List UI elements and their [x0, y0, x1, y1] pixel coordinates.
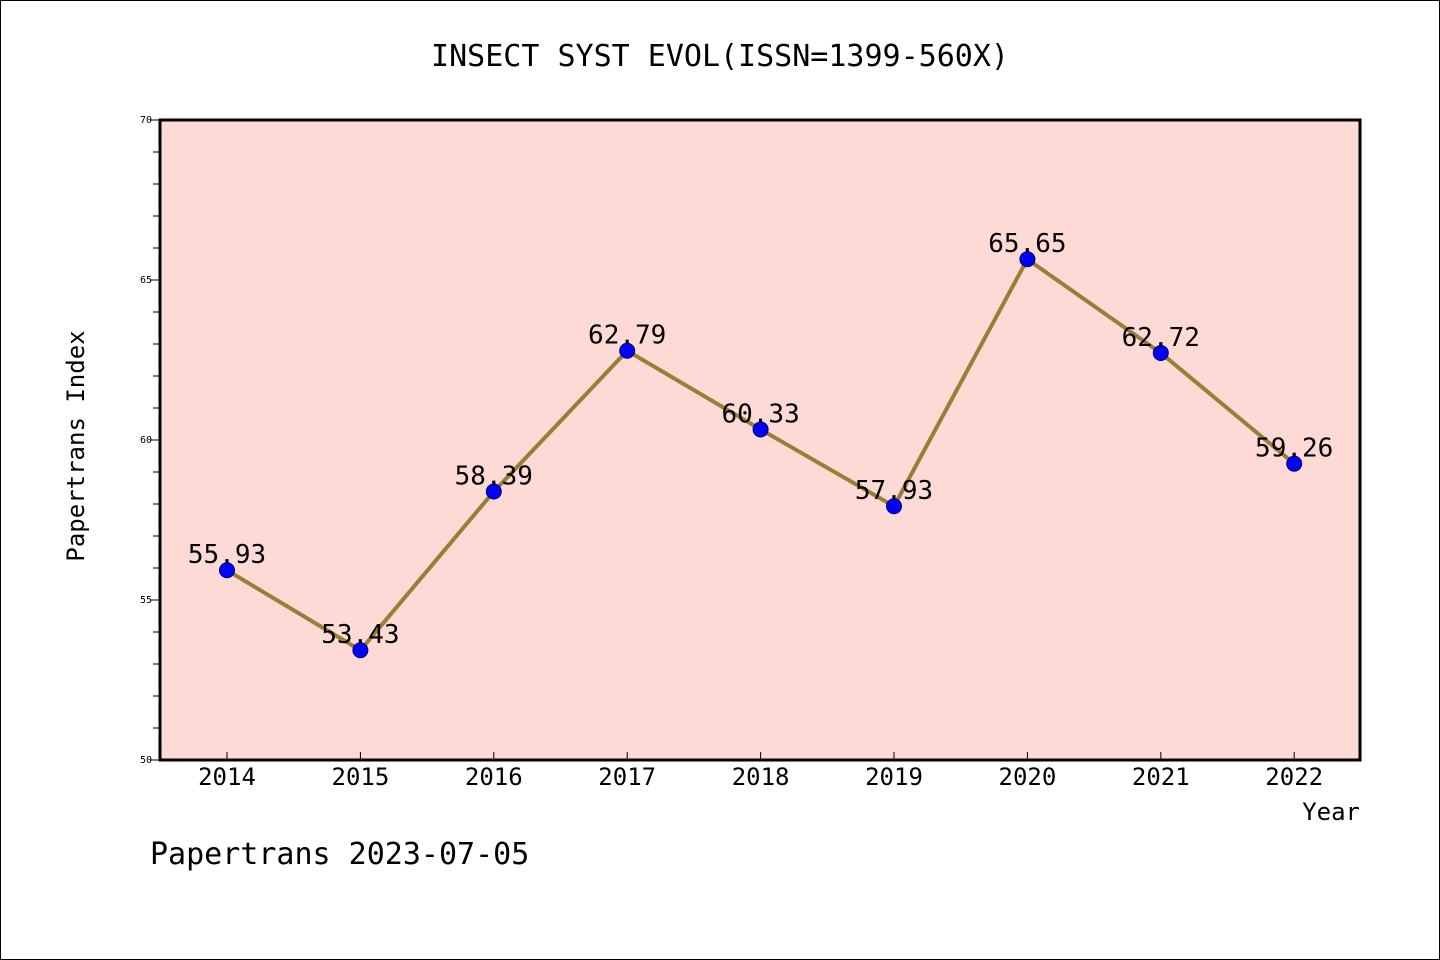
- x-tick-label: 2018: [732, 763, 790, 791]
- x-tick-label: 2022: [1265, 763, 1323, 791]
- x-tick-label: 2015: [332, 763, 390, 791]
- y-axis: 50 55 60 65 70: [140, 115, 160, 766]
- data-point: [752, 421, 769, 438]
- x-axis: 2014 2015 2016 2017 2018 2019 2020 2021 2022: [198, 752, 1323, 791]
- data-label: 62.79: [588, 321, 666, 351]
- data-point: [485, 483, 502, 500]
- data-label: 58.39: [455, 462, 533, 492]
- y-tick-label: 55: [140, 595, 152, 606]
- x-tick-label: 2014: [198, 763, 256, 791]
- data-point: [1152, 344, 1169, 361]
- data-label: 62.72: [1122, 323, 1200, 353]
- chart-title: INSECT SYST EVOL(ISSN=1399-560X): [431, 39, 1009, 74]
- plot-border: [158, 118, 1362, 762]
- x-tick-label: 2021: [1132, 763, 1190, 791]
- x-tick-label: 2017: [598, 763, 656, 791]
- data-label: 53.43: [321, 620, 399, 650]
- x-tick-label: 2019: [865, 763, 923, 791]
- x-tick-label: 2016: [465, 763, 523, 791]
- y-axis-title: Papertrans Index: [62, 330, 90, 561]
- data-label: 57.93: [855, 476, 933, 506]
- y-tick-label: 60: [140, 435, 152, 446]
- data-point: [886, 498, 902, 515]
- data-point: [1286, 455, 1303, 472]
- data-label: 59.26: [1255, 434, 1333, 464]
- y-tick-label: 70: [140, 115, 152, 126]
- footer-date: Papertrans 2023-07-05: [150, 837, 529, 872]
- data-point: [619, 342, 636, 359]
- y-tick-label: 65: [140, 275, 152, 286]
- data-point: [219, 562, 235, 579]
- x-tick-label: 2020: [999, 763, 1057, 791]
- data-label: 65.65: [988, 229, 1066, 259]
- y-tick-label: 50: [140, 755, 152, 766]
- data-label: 55.93: [188, 540, 266, 570]
- series-layer: 55.93 53.43 58.39 62.79 60.33 57.93 65.65 62.72…: [188, 229, 1333, 659]
- data-label: 60.33: [721, 399, 799, 429]
- data-point: [1019, 251, 1036, 268]
- plot-area: [160, 120, 1360, 760]
- data-point: [352, 642, 369, 659]
- x-axis-title: Year: [1302, 798, 1360, 826]
